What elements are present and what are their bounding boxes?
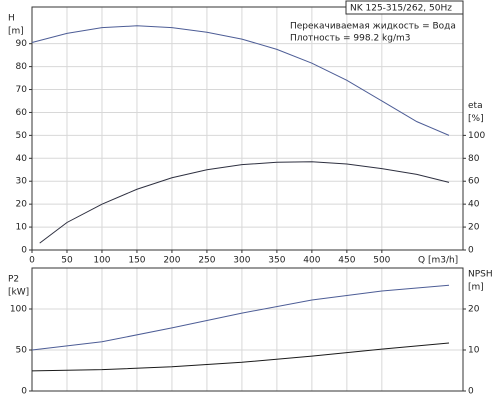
y-tick-label: 50	[16, 346, 28, 356]
y-tick-label: 0	[21, 387, 27, 397]
y2-tick-label: 20	[468, 305, 480, 315]
y2-axis-unit: [m]	[468, 283, 484, 293]
x-tick-label: 400	[303, 256, 320, 266]
y2-tick-label: 20	[468, 223, 480, 233]
x-tick-label: 300	[233, 256, 250, 266]
y2-tick-label: 0	[468, 246, 474, 256]
x-tick-label: 500	[373, 256, 390, 266]
y2-axis-label: NPSH	[468, 270, 493, 280]
y2-tick-label: 80	[468, 154, 480, 164]
curve	[39, 161, 450, 244]
annotation: Плотность = 998.2 kg/m3	[290, 34, 411, 44]
curve	[31, 342, 450, 372]
model-box	[345, 0, 464, 15]
y-tick-label: 70	[16, 85, 28, 95]
y-tick-label: 50	[16, 131, 28, 141]
y2-axis-label: eta	[468, 101, 483, 111]
x-tick-label: 450	[338, 256, 355, 266]
y-axis-label: H	[8, 14, 15, 24]
plot-frame	[31, 267, 464, 392]
x-tick-label: 0	[29, 256, 35, 266]
annotation: Перекачиваемая жидкость = Вода	[290, 22, 456, 32]
x-tick-label: 200	[163, 256, 180, 266]
x-tick-label: 150	[128, 256, 145, 266]
y-tick-label: 100	[10, 305, 27, 315]
x-tick-label: 50	[61, 256, 73, 266]
y-tick-label: 0	[21, 246, 27, 256]
x-axis-label: Q [m3/h]	[418, 256, 458, 266]
curve	[31, 25, 450, 136]
y-tick-label: 40	[16, 154, 28, 164]
x-tick-label: 350	[268, 256, 285, 266]
y-axis-label: P2	[8, 275, 19, 285]
y2-tick-label: 0	[468, 387, 474, 397]
y-tick-label: 90	[16, 39, 28, 49]
y-tick-label: 60	[16, 108, 28, 118]
x-tick-label: 100	[93, 256, 110, 266]
y-axis-unit: [kW]	[8, 288, 29, 298]
y-tick-label: 30	[16, 177, 28, 187]
y-tick-label: 20	[16, 200, 28, 210]
y2-tick-label: 100	[468, 131, 485, 141]
y2-tick-label: 10	[468, 346, 480, 356]
y2-tick-label: 40	[468, 200, 480, 210]
x-tick-label: 250	[198, 256, 215, 266]
y-tick-label: 80	[16, 62, 28, 72]
plot-frame	[31, 6, 464, 251]
curve	[31, 284, 450, 351]
y-axis-unit: [m]	[8, 27, 24, 37]
model-label: NK 125-315/262, 50Hz	[350, 4, 452, 14]
y2-axis-unit: [%]	[468, 114, 484, 124]
y2-tick-label: 60	[468, 177, 480, 187]
y-tick-label: 10	[16, 223, 28, 233]
